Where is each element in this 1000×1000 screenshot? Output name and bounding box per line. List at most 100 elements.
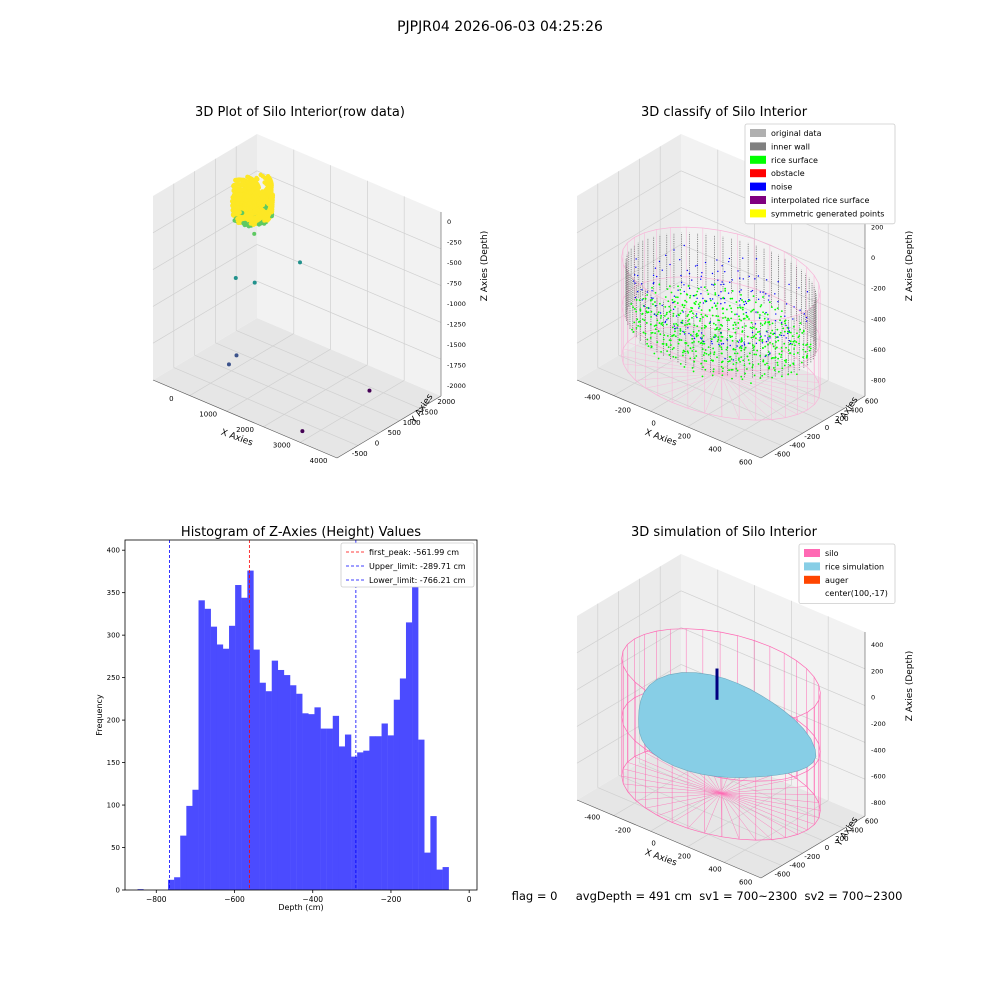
noise-point [720, 290, 722, 293]
legend-swatch [804, 549, 820, 557]
cluster-point [248, 214, 253, 220]
noise-point [755, 311, 757, 313]
rice-surface-point [709, 352, 712, 355]
rice-surface-point [766, 362, 768, 365]
rice-surface-point [703, 286, 706, 289]
x-tick-label: −200 [381, 895, 402, 904]
rice-surface-point [756, 331, 759, 334]
noise-point [729, 344, 731, 347]
rice-surface-point [751, 309, 754, 312]
grid-line [680, 590, 866, 670]
rice-surface-point [761, 340, 764, 342]
rice-surface-point [686, 315, 689, 317]
rice-surface-point [752, 326, 755, 329]
rice-surface-point [683, 306, 685, 309]
rice-surface-point [789, 364, 792, 367]
rice-surface-point [743, 348, 746, 351]
noise-point [672, 301, 674, 304]
rice-surface-point [763, 373, 766, 375]
noise-point [757, 275, 760, 277]
rice-surface-point [690, 306, 692, 309]
grid-line [650, 348, 755, 412]
rice-surface-point [716, 326, 718, 329]
grid-line [650, 768, 755, 832]
rice-surface-point [725, 348, 728, 351]
noise-point [765, 311, 767, 314]
rice-surface-point [721, 324, 724, 327]
noise-point [669, 263, 671, 266]
histogram-ticks: −800 −600 −400 −200 0 0 50 100 150 200 250 300 350 40… [107, 547, 472, 904]
noise-point [651, 290, 653, 292]
legend-swatch [750, 196, 766, 204]
noise-point [646, 291, 649, 293]
rice-surface-point [759, 354, 762, 357]
noise-point [721, 265, 723, 267]
rice-surface-point [755, 328, 758, 330]
rice-surface-point [776, 328, 779, 331]
rice-surface-point [696, 325, 699, 328]
rice-surface-point [656, 313, 659, 316]
rice-surface-point [667, 346, 670, 349]
rice-surface-point [715, 328, 718, 331]
rice-surface-point [658, 322, 661, 324]
rice-surface-point [806, 343, 809, 346]
legend-swatch [750, 169, 766, 178]
z-tick-label: -1500 [447, 341, 466, 349]
rice-surface-point [743, 317, 746, 320]
grid-line [618, 354, 803, 434]
noise-point [665, 254, 667, 257]
rice-surface-point [765, 354, 768, 357]
rice-surface-point [764, 321, 767, 323]
rice-surface-point [668, 354, 671, 356]
rice-surface-point [739, 360, 741, 363]
rice-surface-point [699, 342, 702, 345]
rice-surface-point [710, 338, 713, 341]
noise-point [742, 278, 744, 280]
rice-surface-point [772, 345, 775, 348]
grid-line [639, 762, 824, 842]
rice-surface-point [693, 324, 696, 327]
histogram-bar [302, 713, 309, 890]
rice-surface-point [715, 307, 718, 310]
rice-surface-point [755, 333, 757, 336]
rice-surface-point [767, 343, 769, 346]
noise-point [731, 279, 733, 281]
noise-point [737, 270, 739, 272]
noise-point [712, 284, 715, 286]
noise-point [696, 264, 698, 267]
floor-pane [153, 318, 441, 458]
rice-surface-point [652, 303, 654, 306]
grid-line [687, 784, 792, 848]
rice-surface-point [721, 336, 724, 338]
cluster-point [265, 184, 271, 190]
rice-surface-point [638, 299, 641, 302]
noise-point [704, 261, 707, 264]
rice-surface-point [735, 367, 738, 370]
rice-surface-point [665, 313, 668, 316]
rice-surface-point [752, 295, 755, 298]
rice-surface-point [705, 360, 708, 363]
simulation-3d-ticks: -400-2000200400600-600-400-2000200400600… [584, 641, 885, 886]
status-line: flag = 0 avgDepth = 491 cm sv1 = 700~230… [512, 889, 903, 903]
y-tick-label: -500 [352, 450, 368, 458]
noise-point [711, 298, 714, 300]
rice-surface-point [651, 298, 654, 301]
histogram-bar [320, 728, 327, 890]
rice-surface-point [667, 300, 670, 303]
noise-point [718, 343, 720, 346]
cluster-point [235, 205, 241, 210]
rice-surface-point [711, 314, 714, 317]
rice-surface-point [780, 350, 783, 353]
rice-surface-point [654, 332, 656, 335]
legend-frame [340, 542, 475, 588]
rice-surface-point [691, 316, 693, 319]
silo-wire-spoke [720, 373, 808, 411]
rice-surface-point [675, 296, 677, 299]
rice-surface-point [696, 290, 699, 293]
x-tick-label: 0 [651, 420, 655, 428]
rice-surface-point [673, 300, 676, 303]
rice-surface-point [717, 338, 720, 341]
legend-label: Lower_limit: -766.21 cm [369, 576, 466, 585]
y-tick-label: 600 [865, 817, 878, 825]
